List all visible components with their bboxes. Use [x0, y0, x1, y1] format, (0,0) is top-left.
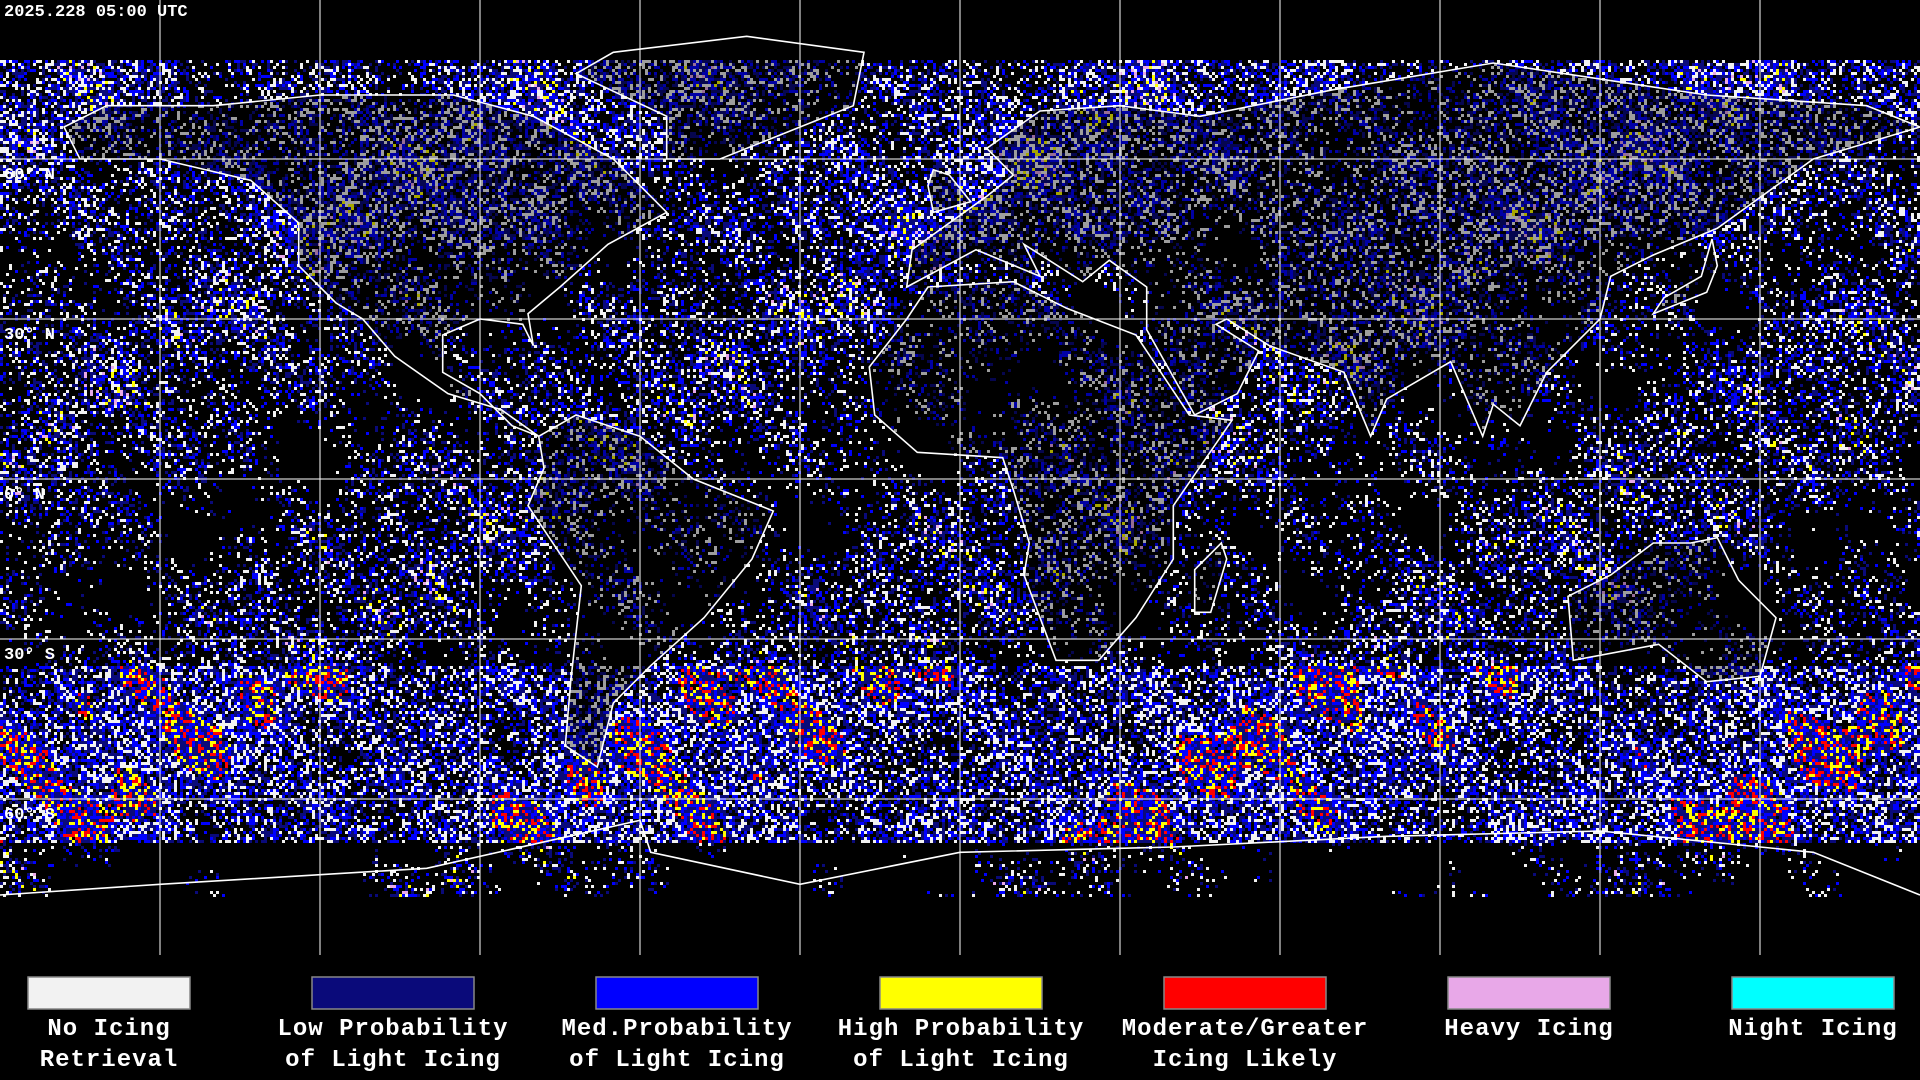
legend-label: No Icing [47, 1016, 170, 1043]
legend-swatch [311, 976, 475, 1010]
legend-label: Heavy Icing [1444, 1016, 1613, 1043]
latitude-label: 60° N [4, 166, 55, 185]
legend-swatch [595, 976, 759, 1010]
latitude-label: 0° N [4, 486, 45, 505]
coastline [1567, 536, 1777, 683]
timestamp: 2025.228 05:00 UTC [4, 3, 188, 22]
coastline [1651, 238, 1719, 316]
coastline [905, 62, 1920, 439]
coastlines [0, 35, 1920, 896]
graticule: 60° N 30° N 0° N 30° S 60° S [0, 0, 1920, 955]
legend-swatch [879, 976, 1043, 1010]
legend-swatch [27, 976, 191, 1010]
legend-label: Med.Probability [561, 1016, 792, 1043]
icing-pixels [0, 666, 1920, 843]
coastline [527, 414, 775, 769]
legend-swatch [1731, 976, 1895, 1010]
legend-label: Low Probability [277, 1016, 508, 1043]
legend-label: of Light Icing [569, 1047, 785, 1074]
legend-label: Icing Likely [1153, 1047, 1338, 1074]
legend-label: Retrieval [40, 1047, 179, 1074]
latitude-label: 60° S [4, 806, 55, 825]
legend-label: Moderate/Greater [1122, 1016, 1368, 1043]
legend: No Icing Retrieval Low Probability of Light… [27, 976, 1897, 1074]
legend-label: of Light Icing [853, 1047, 1069, 1074]
legend-label: High Probability [838, 1016, 1084, 1043]
legend-swatch [1163, 976, 1327, 1010]
coastline [1193, 541, 1228, 614]
legend-swatch [1447, 976, 1611, 1010]
coastline [0, 819, 1920, 896]
coastline [62, 94, 669, 438]
latitude-label: 30° N [4, 326, 55, 345]
coastline [574, 35, 865, 160]
latitude-label: 30° S [4, 646, 55, 665]
legend-label: of Light Icing [285, 1047, 501, 1074]
legend-label: Night Icing [1728, 1016, 1897, 1043]
